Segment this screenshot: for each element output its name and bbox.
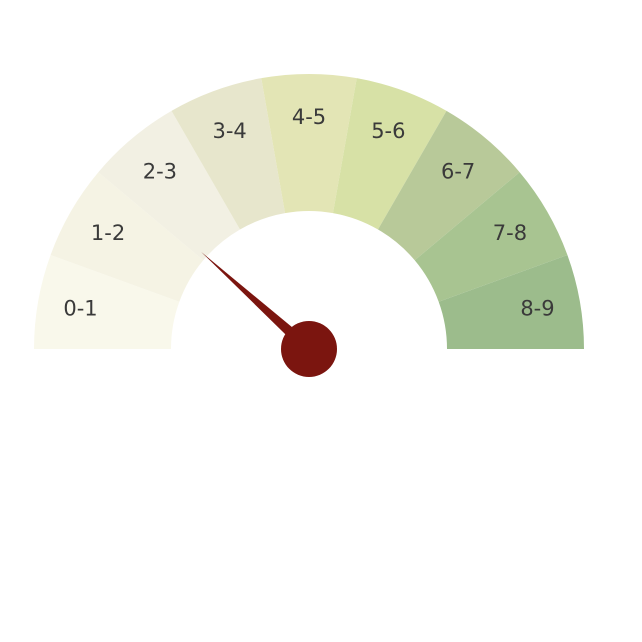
gauge-segment-label: 8-9 — [520, 297, 554, 321]
gauge-segment-label: 0-1 — [63, 297, 97, 321]
gauge-segment-label: 1-2 — [91, 221, 125, 245]
gauge-segment-8-9 — [438, 254, 584, 349]
gauge-segment-label: 4-5 — [292, 105, 326, 129]
gauge-segment-4-5 — [261, 73, 357, 214]
gauge-segment-label: 2-3 — [143, 159, 177, 183]
gauge-segment-7-8 — [414, 172, 568, 302]
gauge-segments — [34, 73, 584, 349]
gauge-segment-6-7 — [378, 110, 520, 261]
gauge-segment-label: 6-7 — [441, 159, 475, 183]
gauge-needle-hub — [281, 321, 337, 377]
gauge-segment-1-2 — [50, 172, 204, 302]
gauge-segment-0-1 — [34, 254, 180, 349]
gauge-segment-label: 7-8 — [493, 221, 527, 245]
gauge-segment-3-4 — [171, 78, 286, 230]
gauge-segment-5-6 — [332, 78, 447, 230]
gauge-segment-label: 5-6 — [371, 119, 405, 143]
gauge-segment-2-3 — [98, 110, 241, 261]
gauge-needle-group — [201, 251, 337, 377]
gauge-needle — [201, 251, 314, 354]
gauge-segment-label: 3-4 — [212, 119, 246, 143]
gauge-labels: 0-1 1-2 2-3 3-4 4-5 5-6 6-7 7-8 8-9 — [63, 105, 554, 321]
